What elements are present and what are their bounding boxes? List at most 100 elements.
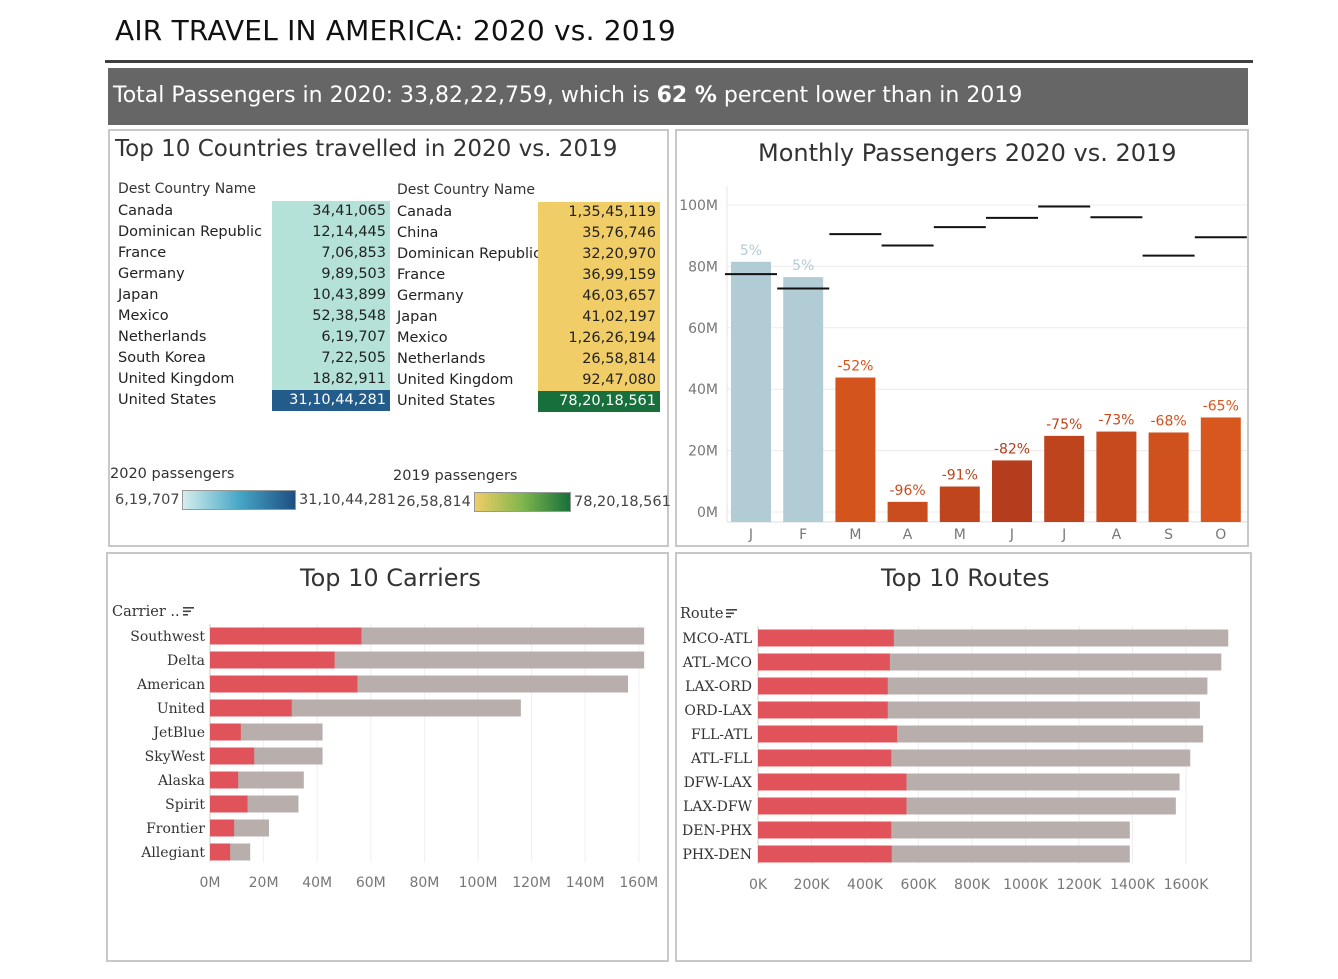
- carrier-field-header[interactable]: Carrier ..: [112, 604, 194, 620]
- country-name: United Kingdom: [118, 371, 235, 387]
- y-tick-label: 20M: [688, 444, 718, 460]
- routes-panel: Top 10 Routes Route 0K 200K 400K 600K 800K 10…: [675, 552, 1252, 962]
- country-name: Mexico: [118, 308, 169, 324]
- bar-2020: [210, 627, 362, 645]
- bar-2020: [1096, 431, 1137, 522]
- x-tick-label: 0K: [749, 877, 768, 893]
- category-label: FLL-ATL: [691, 727, 752, 743]
- passenger-count-cell: 46,03,657: [538, 286, 660, 307]
- passenger-count-cell: 7,06,853: [272, 243, 390, 264]
- passenger-count-cell: 6,19,707: [272, 327, 390, 348]
- routes-chart: 0K 200K 400K 600K 800K 1000K 1200K 1400K 1600K MC…: [682, 626, 1229, 893]
- x-tick-label: M: [849, 527, 861, 543]
- category-label: SkyWest: [145, 749, 206, 765]
- sort-icon[interactable]: [182, 604, 194, 620]
- country-name: Canada: [397, 204, 453, 220]
- page-title: AIR TRAVEL IN AMERICA: 2020 vs. 2019: [115, 14, 676, 47]
- legend-2020-min: 6,19,707: [115, 492, 180, 508]
- bar-2020: [835, 377, 876, 522]
- sort-icon[interactable]: [726, 606, 738, 622]
- bar-data-label: -82%: [994, 441, 1030, 457]
- banner-percent: 62 %: [656, 83, 717, 108]
- country-name: Japan: [397, 309, 438, 325]
- passenger-count-cell: 32,20,970: [538, 244, 660, 265]
- passenger-count-cell: 35,76,746: [538, 223, 660, 244]
- category-label: Frontier: [146, 821, 205, 837]
- passenger-count-cell: 34,41,065: [272, 201, 390, 222]
- passenger-count-cell: 1,35,45,119: [538, 202, 660, 223]
- x-tick-label: 20M: [249, 875, 279, 891]
- country-name: France: [118, 245, 167, 261]
- legend-2020-title: 2020 passengers: [110, 466, 235, 482]
- country-name: Dominican Republic: [397, 246, 542, 262]
- countries-title: Top 10 Countries travelled in 2020 vs. 2…: [115, 136, 618, 162]
- header-dest-country-2019: Dest Country Name: [397, 182, 535, 198]
- category-label: LAX-DFW: [683, 799, 753, 815]
- x-tick-label: 200K: [794, 877, 831, 893]
- x-tick-label: 400K: [847, 877, 884, 893]
- x-tick-label: 800K: [954, 877, 991, 893]
- bar-2020: [731, 261, 771, 522]
- legend-2020-gradient: [182, 490, 296, 510]
- bar-2020: [758, 821, 892, 839]
- category-label: PHX-DEN: [682, 847, 752, 863]
- carriers-chart: 0M 20M 40M 60M 80M 100M 120M 140M 160M Southwest D…: [130, 624, 658, 891]
- category-label: American: [136, 677, 205, 693]
- bar-2020: [758, 677, 888, 695]
- category-label: LAX-ORD: [685, 679, 752, 695]
- category-label: MCO-ATL: [682, 631, 752, 647]
- country-name: Dominican Republic: [118, 224, 263, 240]
- passenger-count-cell: 36,99,159: [538, 265, 660, 286]
- title-divider: [105, 60, 1253, 63]
- x-tick-label: F: [799, 527, 807, 543]
- bar-data-label: -91%: [942, 468, 978, 484]
- category-label: DFW-LAX: [684, 775, 752, 791]
- bar-2020: [1148, 432, 1189, 522]
- bar-2020: [210, 723, 241, 741]
- x-tick-label: 0M: [200, 875, 221, 891]
- country-name: United Kingdom: [397, 372, 514, 388]
- bar-2020: [758, 701, 888, 719]
- route-field-label: Route: [680, 606, 724, 622]
- category-label: ATL-MCO: [682, 655, 752, 671]
- country-name: Netherlands: [118, 329, 207, 345]
- x-tick-label: 120M: [512, 875, 551, 891]
- bar-2020: [758, 773, 907, 791]
- country-name: Japan: [118, 287, 159, 303]
- y-tick-label: 100M: [679, 198, 718, 214]
- category-label: United: [157, 701, 205, 717]
- country-name: China: [397, 225, 439, 241]
- passenger-count-cell: 31,10,44,281: [272, 390, 390, 411]
- bar-data-label: -73%: [1098, 413, 1134, 429]
- bar-data-label: 5%: [792, 258, 814, 274]
- bar-2020: [758, 845, 892, 863]
- x-tick-label: S: [1164, 527, 1173, 543]
- x-tick-label: A: [1112, 527, 1122, 543]
- bar-2020: [758, 653, 890, 671]
- passenger-count-cell: 92,47,080: [538, 370, 660, 391]
- x-tick-label: J: [1009, 527, 1014, 543]
- country-name: United States: [118, 392, 217, 408]
- countries-panel: Top 10 Countries travelled in 2020 vs. 2…: [108, 129, 671, 547]
- bar-2020: [887, 501, 928, 522]
- x-tick-label: 1000K: [1003, 877, 1049, 893]
- category-label: Delta: [167, 653, 205, 669]
- country-name: Germany: [118, 266, 185, 282]
- bar-2020: [210, 747, 255, 765]
- carriers-panel: Top 10 Carriers Carrier .. 0M 20M 40M 60M 80…: [106, 552, 669, 962]
- bar-2020: [210, 699, 292, 717]
- country-name: South Korea: [118, 350, 206, 366]
- route-field-header[interactable]: Route: [680, 606, 738, 622]
- passenger-count-cell: 41,02,197: [538, 307, 660, 328]
- country-name: Netherlands: [397, 351, 486, 367]
- legend-2019-gradient: [474, 492, 571, 512]
- routes-title: Top 10 Routes: [881, 564, 1050, 592]
- bar-data-label: -96%: [890, 483, 926, 499]
- carrier-field-label: Carrier ..: [112, 604, 180, 620]
- bar-2020: [758, 725, 898, 743]
- category-label: ORD-LAX: [684, 703, 752, 719]
- legend-2019-min: 26,58,814: [397, 494, 471, 510]
- monthly-chart: 0M 20M 40M 60M 80M 100M 5% J 5% F -52% M -96% A -91% M -…: [679, 186, 1247, 543]
- category-label: DEN-PHX: [682, 823, 752, 839]
- passenger-count-cell: 7,22,505: [272, 348, 390, 369]
